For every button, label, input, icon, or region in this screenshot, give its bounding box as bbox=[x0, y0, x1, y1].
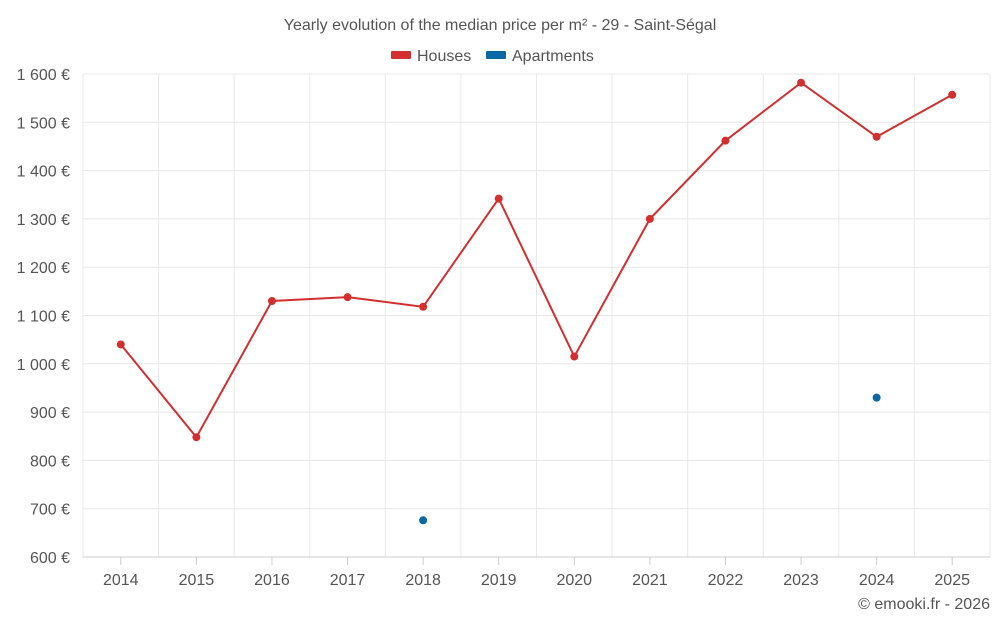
point-houses-2024[interactable] bbox=[872, 132, 881, 141]
y-tick-label: 1 600 € bbox=[17, 67, 70, 84]
legend-item-apartments[interactable]: Apartments bbox=[486, 48, 594, 65]
y-tick-label: 1 400 € bbox=[17, 164, 70, 181]
y-axis-ticks: 600 € 700 € 800 € 900 € 1 000 € 1 100 € 1 200 … bbox=[17, 67, 70, 567]
point-houses-2019[interactable] bbox=[494, 194, 503, 203]
x-tick-label: 2023 bbox=[783, 572, 819, 589]
x-tick-label: 2016 bbox=[254, 572, 290, 589]
legend-swatch-houses bbox=[391, 51, 411, 59]
x-tick-label: 2021 bbox=[632, 572, 668, 589]
y-tick-label: 900 € bbox=[30, 405, 70, 422]
x-tick-label: 2014 bbox=[103, 572, 139, 589]
y-tick-label: 1 100 € bbox=[17, 309, 70, 326]
y-tick-label: 700 € bbox=[30, 502, 70, 519]
y-tick-label: 1 000 € bbox=[17, 357, 70, 374]
x-tick-label: 2022 bbox=[708, 572, 744, 589]
x-tick-label: 2015 bbox=[179, 572, 215, 589]
y-tick-label: 800 € bbox=[30, 453, 70, 470]
point-houses-2020[interactable] bbox=[570, 352, 579, 361]
point-houses-2022[interactable] bbox=[721, 136, 730, 145]
x-axis-ticks: 2014 2015 2016 2017 2018 2019 2020 2021 2022 2023… bbox=[103, 557, 970, 589]
x-tick-label: 2024 bbox=[859, 572, 895, 589]
point-houses-2016[interactable] bbox=[267, 297, 276, 306]
x-tick-label: 2020 bbox=[556, 572, 592, 589]
point-apartments-2018[interactable] bbox=[419, 516, 428, 525]
x-tick-label: 2019 bbox=[481, 572, 517, 589]
y-tick-label: 1 500 € bbox=[17, 115, 70, 132]
point-houses-2025[interactable] bbox=[948, 90, 957, 99]
y-tick-label: 1 300 € bbox=[17, 212, 70, 229]
point-houses-2018[interactable] bbox=[419, 302, 428, 311]
point-houses-2014[interactable] bbox=[116, 340, 125, 349]
point-houses-2015[interactable] bbox=[192, 433, 201, 442]
point-houses-2023[interactable] bbox=[797, 78, 806, 87]
point-houses-2021[interactable] bbox=[645, 214, 654, 223]
legend-label-houses: Houses bbox=[417, 48, 471, 65]
grid bbox=[82, 73, 991, 558]
series bbox=[116, 78, 957, 525]
series-apartments bbox=[419, 393, 881, 525]
series-houses bbox=[116, 78, 957, 442]
x-tick-label: 2025 bbox=[934, 572, 970, 589]
point-houses-2017[interactable] bbox=[343, 293, 352, 302]
x-tick-label: 2017 bbox=[330, 572, 366, 589]
series-line-houses bbox=[120, 81, 953, 439]
credit-text: © emooki.fr - 2026 bbox=[858, 596, 990, 613]
chart-title: Yearly evolution of the median price per… bbox=[284, 17, 717, 34]
legend-label-apartments: Apartments bbox=[512, 48, 594, 65]
legend: Houses Apartments bbox=[391, 48, 594, 65]
point-apartments-2024[interactable] bbox=[872, 393, 881, 402]
legend-item-houses[interactable]: Houses bbox=[391, 48, 471, 65]
y-tick-label: 1 200 € bbox=[17, 260, 70, 277]
y-tick-label: 600 € bbox=[30, 550, 70, 567]
x-tick-label: 2018 bbox=[405, 572, 441, 589]
legend-swatch-apartments bbox=[486, 51, 506, 59]
